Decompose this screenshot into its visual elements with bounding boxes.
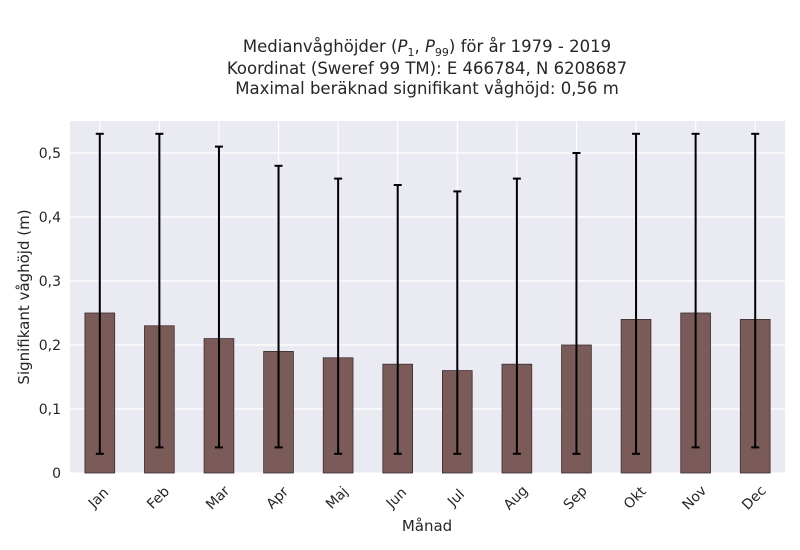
error-bars (95, 132, 760, 455)
title-p1-base: P (398, 37, 408, 56)
y-tick-label: 0,4 (39, 210, 61, 226)
title-p99-sub: 99 (435, 46, 449, 59)
y-tick-label: 0,3 (39, 274, 61, 290)
x-tick-label: Aug (501, 483, 532, 514)
x-tick-label: Maj (323, 484, 352, 513)
x-axis-label: Månad (402, 517, 452, 535)
chart-title: Medianvåghöjder (P1, P99) för år 1979 - … (243, 37, 611, 59)
x-tick-label: Apr (263, 484, 292, 513)
x-tick-labels: Jan Feb Mar Apr Maj Jun Jul Aug Sep Okt Nov Dec (85, 483, 770, 514)
y-tick-labels: 0 0,1 0,2 0,3 0,4 0,5 (39, 146, 61, 482)
title-p99-base: P (425, 37, 435, 56)
title-prefix: Medianvåghöjder ( (243, 37, 398, 56)
y-tick-label: 0,2 (39, 338, 61, 354)
plot-area (70, 121, 785, 473)
title-suffix: ) för år 1979 - 2019 (449, 37, 611, 56)
x-tick-label: Sep (561, 483, 591, 513)
x-tick-label: Nov (679, 483, 710, 514)
title-separator: , (414, 37, 425, 56)
y-tick-label: 0 (52, 466, 61, 482)
chart-subtitle-max-height: Maximal beräknad signifikant våghöjd: 0,… (235, 79, 619, 98)
y-tick-label: 0,1 (39, 402, 61, 418)
x-tick-label: Feb (144, 484, 173, 513)
x-tick-label: Jan (85, 485, 112, 512)
x-tick-label: Mar (203, 483, 233, 513)
x-tick-label: Okt (621, 483, 650, 512)
x-tick-label: Jul (444, 487, 468, 511)
title-p1-sub: 1 (407, 46, 414, 59)
y-tick-label: 0,5 (39, 146, 61, 162)
y-axis-label: Signifikant våghöjd (m) (15, 209, 33, 384)
x-tick-label: Jun (383, 485, 410, 512)
chart-subtitle-coordinates: Koordinat (Sweref 99 TM): E 466784, N 62… (227, 59, 627, 78)
x-tick-label: Dec (739, 483, 769, 513)
